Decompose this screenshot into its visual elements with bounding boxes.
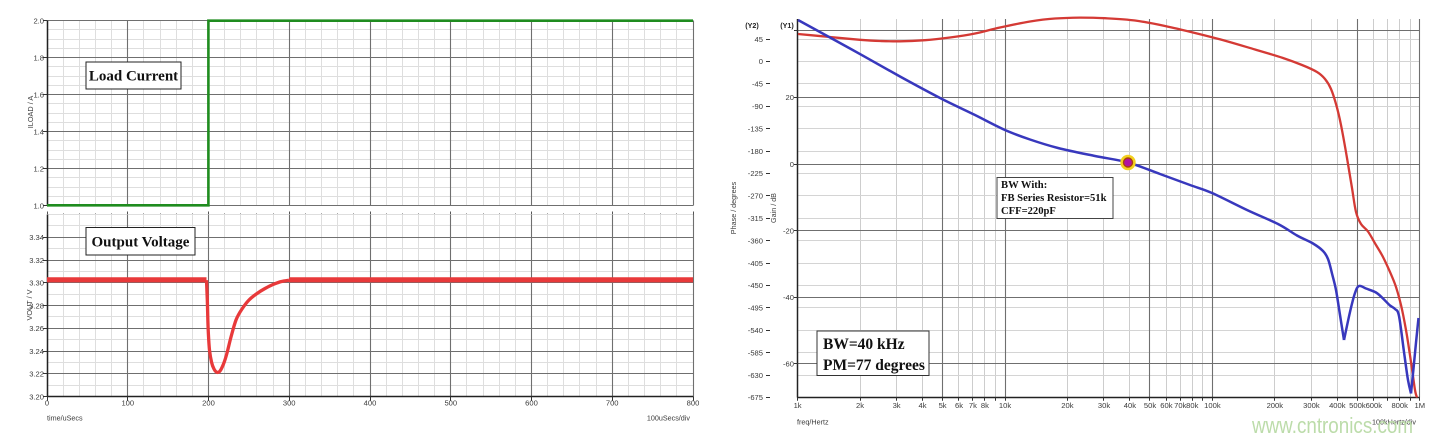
svg-text:3.34: 3.34 bbox=[29, 233, 44, 242]
svg-text:www.cntronics.com: www.cntronics.com bbox=[1251, 413, 1413, 438]
svg-text:-360: -360 bbox=[748, 236, 763, 245]
svg-text:45: 45 bbox=[755, 35, 763, 44]
svg-text:0: 0 bbox=[45, 398, 49, 407]
svg-text:100kHertz/div: 100kHertz/div bbox=[1372, 418, 1416, 427]
svg-text:3.32: 3.32 bbox=[29, 256, 44, 265]
svg-text:ILOAD / A: ILOAD / A bbox=[26, 96, 35, 129]
svg-text:Load Current: Load Current bbox=[89, 69, 178, 85]
svg-text:time/uSecs: time/uSecs bbox=[47, 414, 83, 423]
svg-text:60k: 60k bbox=[1160, 401, 1172, 410]
svg-text:20k: 20k bbox=[1061, 401, 1073, 410]
svg-text:3.24: 3.24 bbox=[29, 347, 44, 356]
svg-text:1.4: 1.4 bbox=[33, 127, 44, 136]
svg-text:3.26: 3.26 bbox=[29, 324, 44, 333]
svg-text:800: 800 bbox=[687, 398, 700, 407]
svg-text:3.30: 3.30 bbox=[29, 279, 44, 288]
svg-text:500k: 500k bbox=[1349, 401, 1366, 410]
svg-text:1.0: 1.0 bbox=[33, 201, 44, 210]
svg-text:0: 0 bbox=[759, 57, 763, 66]
svg-text:50k: 50k bbox=[1144, 401, 1156, 410]
svg-text:-40: -40 bbox=[783, 293, 794, 302]
svg-text:6k: 6k bbox=[955, 401, 963, 410]
svg-text:-135: -135 bbox=[748, 124, 763, 133]
svg-text:3.28: 3.28 bbox=[29, 301, 44, 310]
svg-text:-225: -225 bbox=[748, 169, 763, 178]
svg-text:3.20: 3.20 bbox=[29, 392, 44, 401]
svg-text:100uSecs/div: 100uSecs/div bbox=[647, 414, 691, 423]
svg-text:400k: 400k bbox=[1329, 401, 1346, 410]
svg-text:500: 500 bbox=[444, 398, 457, 407]
svg-text:-675: -675 bbox=[748, 393, 763, 402]
svg-text:CFF=220pF: CFF=220pF bbox=[1001, 206, 1056, 217]
svg-text:-180: -180 bbox=[748, 147, 763, 156]
svg-text:300: 300 bbox=[283, 398, 296, 407]
svg-text:freq/Hertz: freq/Hertz bbox=[797, 418, 829, 427]
svg-text:Phase / degrees: Phase / degrees bbox=[729, 181, 738, 234]
svg-text:-20: -20 bbox=[783, 226, 794, 235]
svg-text:200k: 200k bbox=[1267, 401, 1284, 410]
svg-text:1.2: 1.2 bbox=[33, 164, 44, 173]
svg-text:Gain / dB: Gain / dB bbox=[769, 193, 778, 223]
svg-text:-90: -90 bbox=[752, 102, 763, 111]
svg-text:300k: 300k bbox=[1303, 401, 1320, 410]
svg-text:10k: 10k bbox=[999, 401, 1011, 410]
svg-text:-405: -405 bbox=[748, 259, 763, 268]
svg-text:-270: -270 bbox=[748, 192, 763, 201]
svg-text:-495: -495 bbox=[748, 304, 763, 313]
svg-text:2.0: 2.0 bbox=[33, 16, 44, 25]
svg-text:7k: 7k bbox=[969, 401, 977, 410]
svg-text:1k: 1k bbox=[794, 401, 802, 410]
svg-text:400: 400 bbox=[364, 398, 377, 407]
svg-text:800k: 800k bbox=[1391, 401, 1408, 410]
svg-text:PM=77 degrees: PM=77 degrees bbox=[823, 357, 925, 374]
svg-text:100: 100 bbox=[121, 398, 134, 407]
svg-text:600k: 600k bbox=[1366, 401, 1383, 410]
svg-text:100k: 100k bbox=[1204, 401, 1221, 410]
svg-text:40k: 40k bbox=[1124, 401, 1136, 410]
svg-text:-315: -315 bbox=[748, 214, 763, 223]
svg-text:1M: 1M bbox=[1415, 401, 1426, 410]
svg-text:1.6: 1.6 bbox=[33, 90, 44, 99]
svg-text:0: 0 bbox=[790, 160, 794, 169]
svg-text:200: 200 bbox=[202, 398, 215, 407]
svg-text:-585: -585 bbox=[748, 348, 763, 357]
svg-text:BW=40 kHz: BW=40 kHz bbox=[823, 336, 905, 353]
svg-text:(Y1): (Y1) bbox=[780, 21, 794, 30]
svg-text:Output Voltage: Output Voltage bbox=[92, 235, 190, 251]
svg-text:8k: 8k bbox=[981, 401, 989, 410]
svg-text:BW With:: BW With: bbox=[1001, 180, 1047, 191]
svg-text:700: 700 bbox=[606, 398, 619, 407]
svg-text:1.8: 1.8 bbox=[33, 53, 44, 62]
svg-text:70k: 70k bbox=[1174, 401, 1186, 410]
svg-text:5k: 5k bbox=[939, 401, 947, 410]
svg-text:2k: 2k bbox=[856, 401, 864, 410]
svg-text:-45: -45 bbox=[752, 80, 763, 89]
svg-text:30k: 30k bbox=[1098, 401, 1110, 410]
svg-text:-60: -60 bbox=[783, 359, 794, 368]
svg-text:VOUT / V: VOUT / V bbox=[25, 289, 34, 320]
svg-text:3k: 3k bbox=[893, 401, 901, 410]
svg-text:-450: -450 bbox=[748, 281, 763, 290]
svg-text:20: 20 bbox=[786, 93, 794, 102]
svg-text:80k: 80k bbox=[1186, 401, 1198, 410]
svg-text:4k: 4k bbox=[918, 401, 926, 410]
svg-text:(Y2): (Y2) bbox=[745, 21, 759, 30]
svg-text:3.22: 3.22 bbox=[29, 370, 44, 379]
svg-text:-630: -630 bbox=[748, 371, 763, 380]
svg-text:-540: -540 bbox=[748, 326, 763, 335]
svg-text:FB Series Resistor=51k: FB Series Resistor=51k bbox=[1001, 193, 1107, 204]
svg-text:600: 600 bbox=[525, 398, 538, 407]
